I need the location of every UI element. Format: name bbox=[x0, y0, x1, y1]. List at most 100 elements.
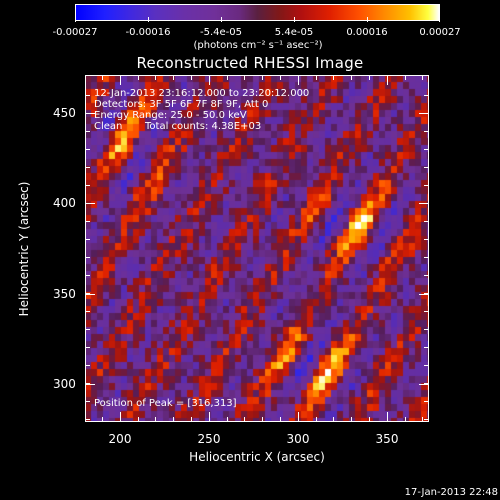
tick-mark bbox=[333, 75, 334, 80]
tick-mark bbox=[262, 417, 263, 422]
colorbar-tick-label: -0.00027 bbox=[52, 27, 98, 38]
tick-mark bbox=[298, 75, 299, 80]
tick-mark bbox=[227, 417, 228, 422]
tick-mark bbox=[120, 75, 121, 80]
tick-mark bbox=[191, 417, 192, 422]
tick-mark bbox=[120, 75, 121, 85]
tick-mark bbox=[351, 75, 352, 80]
image-canvas bbox=[85, 75, 429, 422]
tick-mark bbox=[85, 221, 90, 222]
colorbar-unit-label: (photons cm⁻² s⁻¹ asec⁻²) bbox=[193, 40, 323, 51]
tick-mark bbox=[85, 293, 90, 294]
tick-mark bbox=[424, 419, 429, 420]
tick-mark bbox=[439, 17, 440, 22]
tick-mark bbox=[85, 113, 90, 114]
tick-mark bbox=[294, 17, 295, 22]
y-tick-label: 300 bbox=[53, 377, 76, 391]
tick-mark bbox=[424, 275, 429, 276]
tick-mark bbox=[298, 75, 299, 85]
tick-mark bbox=[387, 75, 388, 80]
energy-range-text: Energy Range: 25.0 - 50.0 keV bbox=[94, 110, 247, 121]
x-tick-label: 250 bbox=[197, 432, 221, 446]
tick-mark bbox=[173, 417, 174, 422]
tick-mark bbox=[85, 113, 95, 114]
tick-mark bbox=[424, 257, 429, 258]
tick-mark bbox=[316, 75, 317, 80]
tick-mark bbox=[209, 75, 210, 80]
colorbar-tick-label: 0.00027 bbox=[419, 27, 461, 38]
tick-mark bbox=[85, 294, 95, 295]
tick-mark bbox=[85, 384, 95, 385]
tick-mark bbox=[85, 131, 90, 132]
tick-mark bbox=[424, 329, 429, 330]
y-axis-label: Heliocentric Y (arcsec) bbox=[17, 181, 31, 317]
tick-mark bbox=[262, 75, 263, 80]
tick-mark bbox=[85, 329, 90, 330]
tick-mark bbox=[85, 203, 90, 204]
colorbar-tick-label: -0.00016 bbox=[125, 27, 171, 38]
colorbar-tick-label: 0.00016 bbox=[346, 27, 388, 38]
tick-mark bbox=[405, 417, 406, 422]
time-range-text: 12-Jan-2013 23:16:12.000 to 23:20:12.000 bbox=[94, 88, 310, 99]
tick-mark bbox=[148, 17, 149, 22]
colorbar-tick-label: 5.4e-05 bbox=[274, 27, 314, 38]
detectors-text: Detectors: 3F 5F 6F 7F 8F 9F, Att 0 bbox=[94, 99, 269, 110]
tick-mark bbox=[85, 311, 90, 312]
tick-mark bbox=[280, 417, 281, 422]
tick-mark bbox=[405, 75, 406, 80]
tick-mark bbox=[316, 417, 317, 422]
tick-mark bbox=[85, 383, 90, 384]
tick-mark bbox=[85, 203, 95, 204]
tick-mark bbox=[85, 149, 90, 150]
x-axis-label: Heliocentric X (arcsec) bbox=[189, 450, 325, 464]
tick-mark bbox=[138, 417, 139, 422]
tick-mark bbox=[424, 185, 429, 186]
tick-mark bbox=[280, 75, 281, 80]
tick-mark bbox=[227, 75, 228, 80]
tick-mark bbox=[422, 417, 423, 422]
tick-mark bbox=[424, 401, 429, 402]
tick-mark bbox=[85, 347, 90, 348]
tick-mark bbox=[367, 17, 368, 22]
tick-mark bbox=[102, 417, 103, 422]
tick-mark bbox=[424, 113, 429, 114]
tick-mark bbox=[85, 401, 90, 402]
tick-mark bbox=[424, 95, 429, 96]
tick-mark bbox=[138, 75, 139, 80]
tick-mark bbox=[155, 75, 156, 80]
tick-mark bbox=[85, 167, 90, 168]
x-tick-label: 200 bbox=[108, 432, 132, 446]
tick-mark bbox=[173, 75, 174, 80]
tick-mark bbox=[419, 384, 429, 385]
colorbar bbox=[75, 4, 440, 21]
tick-mark bbox=[85, 239, 90, 240]
tick-mark bbox=[85, 275, 90, 276]
tick-mark bbox=[424, 311, 429, 312]
tick-mark bbox=[209, 75, 210, 85]
y-tick-label: 350 bbox=[53, 287, 76, 301]
tick-mark bbox=[424, 221, 429, 222]
tick-mark bbox=[424, 239, 429, 240]
tick-mark bbox=[424, 167, 429, 168]
tick-mark bbox=[422, 75, 423, 80]
peak-position-text: Position of Peak = [316,313] bbox=[94, 398, 237, 409]
total-counts-text: Total counts: 4.38E+03 bbox=[145, 121, 262, 132]
tick-mark bbox=[102, 75, 103, 80]
tick-mark bbox=[244, 75, 245, 80]
tick-mark bbox=[85, 419, 90, 420]
tick-mark bbox=[369, 75, 370, 80]
tick-mark bbox=[424, 383, 429, 384]
tick-mark bbox=[85, 365, 90, 366]
tick-mark bbox=[244, 417, 245, 422]
tick-mark bbox=[75, 17, 76, 22]
plot-title: Reconstructed RHESSI Image bbox=[136, 54, 364, 72]
y-tick-label: 400 bbox=[53, 196, 76, 210]
tick-mark bbox=[221, 17, 222, 22]
tick-mark bbox=[387, 417, 388, 422]
tick-mark bbox=[387, 75, 388, 85]
tick-mark bbox=[351, 417, 352, 422]
tick-mark bbox=[209, 417, 210, 422]
tick-mark bbox=[85, 95, 90, 96]
tick-mark bbox=[424, 347, 429, 348]
tick-mark bbox=[155, 417, 156, 422]
